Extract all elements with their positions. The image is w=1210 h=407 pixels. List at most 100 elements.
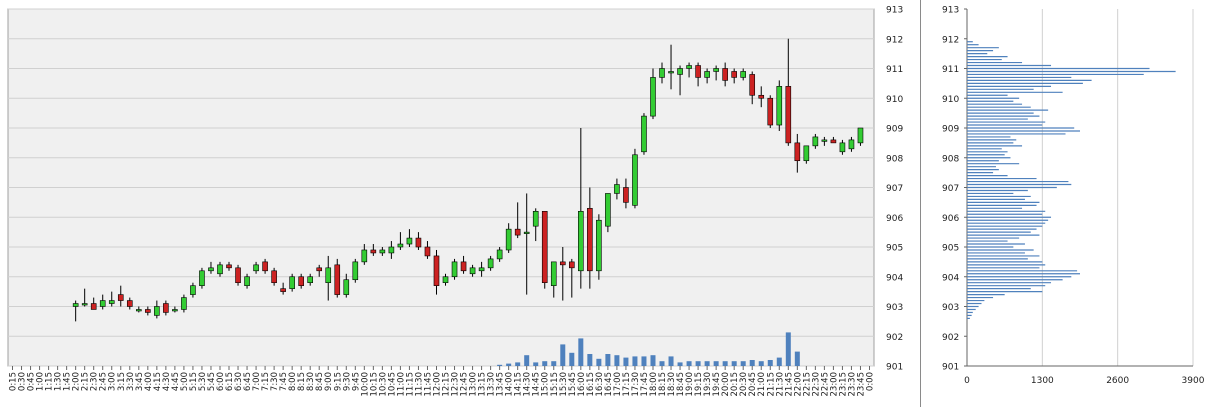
x-tick-label: 0:15 [9,372,19,391]
x-tick-label: 21:00 [757,372,767,397]
candle-up [217,264,223,275]
x-tick-label: 1:45 [63,372,73,391]
panel-divider [920,0,921,407]
candle-up [776,86,783,126]
candle-down [280,288,286,292]
y-tick-label: 906 [942,214,959,224]
x-tick-label: 9:30 [342,372,352,391]
x-tick-label: 8:15 [297,372,307,391]
x-tick-label: 7:00 [252,372,262,391]
y-tick-label: 907 [942,184,959,194]
candle-up [352,261,359,281]
x-tick-label: 3:00 [108,372,118,391]
volume-bar [749,360,755,366]
candle-up [704,71,710,78]
y-tick-label: 910 [942,95,959,105]
x-tick-label: 9:15 [333,372,343,391]
x-tick-label: 11:00 [396,372,406,397]
x-tick-label: 2:15 [81,372,91,391]
x-tick-label: 5:00 [180,372,190,391]
candle-up [253,264,259,272]
volume-bar [722,361,728,366]
x-tick-label: 1:30 [54,372,64,391]
candle-up [181,297,187,310]
x-tick-label: 19:00 [685,372,695,397]
x-tick-label: 1:15 [45,372,55,391]
y-tick-label: 905 [942,244,959,254]
candle-down [433,255,440,286]
candle-up [686,65,692,69]
volume-profile-chart: 0 1300 2600 3900 901 902 903 904 905 906 907 908 909… [942,6,1205,387]
candle-up [307,276,313,283]
candle-down [262,261,268,272]
volume-bar [578,338,584,366]
volume-bar [614,355,620,366]
candle-up [523,231,530,234]
candle-up [659,68,665,78]
candle-up [848,139,855,150]
volume-bar [605,354,611,366]
candle-down [767,97,774,126]
x-tick-label: 4:45 [171,372,181,391]
volume-bar [686,361,692,366]
x-tick-label: 2600 [1106,376,1129,386]
x-tick-label: 7:15 [261,372,271,391]
candle-up [469,267,476,275]
x-tick-label: 17:45 [640,372,650,397]
y-tick-label: 913 [942,6,959,16]
volume-bar [623,357,629,366]
candle-down [298,276,304,286]
candle-up [451,261,458,278]
x-tick-label: 17:15 [622,372,632,397]
candle-up [81,303,88,306]
candle-up [505,228,512,251]
candle-down [117,294,124,301]
x-tick-label: 0:45 [27,372,37,391]
x-tick-label: 16:00 [577,372,587,397]
candle-down [90,303,97,310]
candle-up [668,71,674,74]
x-tick-label: 11:30 [414,372,424,397]
candle-up [397,243,404,248]
candle-up [650,77,656,117]
candle-up [632,154,638,206]
x-tick-label: 16:30 [595,372,605,397]
candle-down [830,139,837,144]
x-tick-label: 13:15 [478,372,488,397]
y-tick-label: 909 [886,125,903,135]
candle-down [126,300,133,307]
volume-bar [533,362,539,366]
volume-bar [668,356,674,366]
y-tick-label: 912 [942,35,959,45]
volume-bar [506,363,512,366]
candle-up [740,71,746,78]
volume-bar [785,332,791,366]
x-tick-label: 3:30 [126,372,136,391]
candle-up [190,285,196,295]
volume-bar [776,357,782,366]
x-tick-label: 6:30 [234,372,244,391]
x-tick-label: 10:15 [369,372,379,397]
candle-up [821,139,828,142]
x-tick-label: 17:00 [613,372,623,397]
x-tick-label: 0:00 [865,372,875,391]
candle-up [496,249,503,260]
volume-bar [641,356,647,366]
x-tick-label: 12:30 [451,372,461,397]
candle-down [235,267,241,284]
y-tick-label: 909 [942,125,959,135]
candle-down [370,249,377,254]
volume-bar [524,355,530,366]
x-tick-label: 18:45 [676,372,686,397]
candlestick-chart: 901 902 903 904 905 906 907 908 909 910 911 912 913 0… [7,6,903,397]
x-tick-label: 9:45 [351,372,361,391]
volume-bar [497,364,503,366]
x-tick-label: 7:30 [270,372,280,391]
candle-up [388,246,395,254]
candle-down [569,261,575,269]
candle-up [713,68,719,72]
candle-up [442,276,449,283]
y-tick-label: 907 [886,184,903,194]
candle-down [749,74,756,96]
x-tick-label: 5:30 [198,372,208,391]
